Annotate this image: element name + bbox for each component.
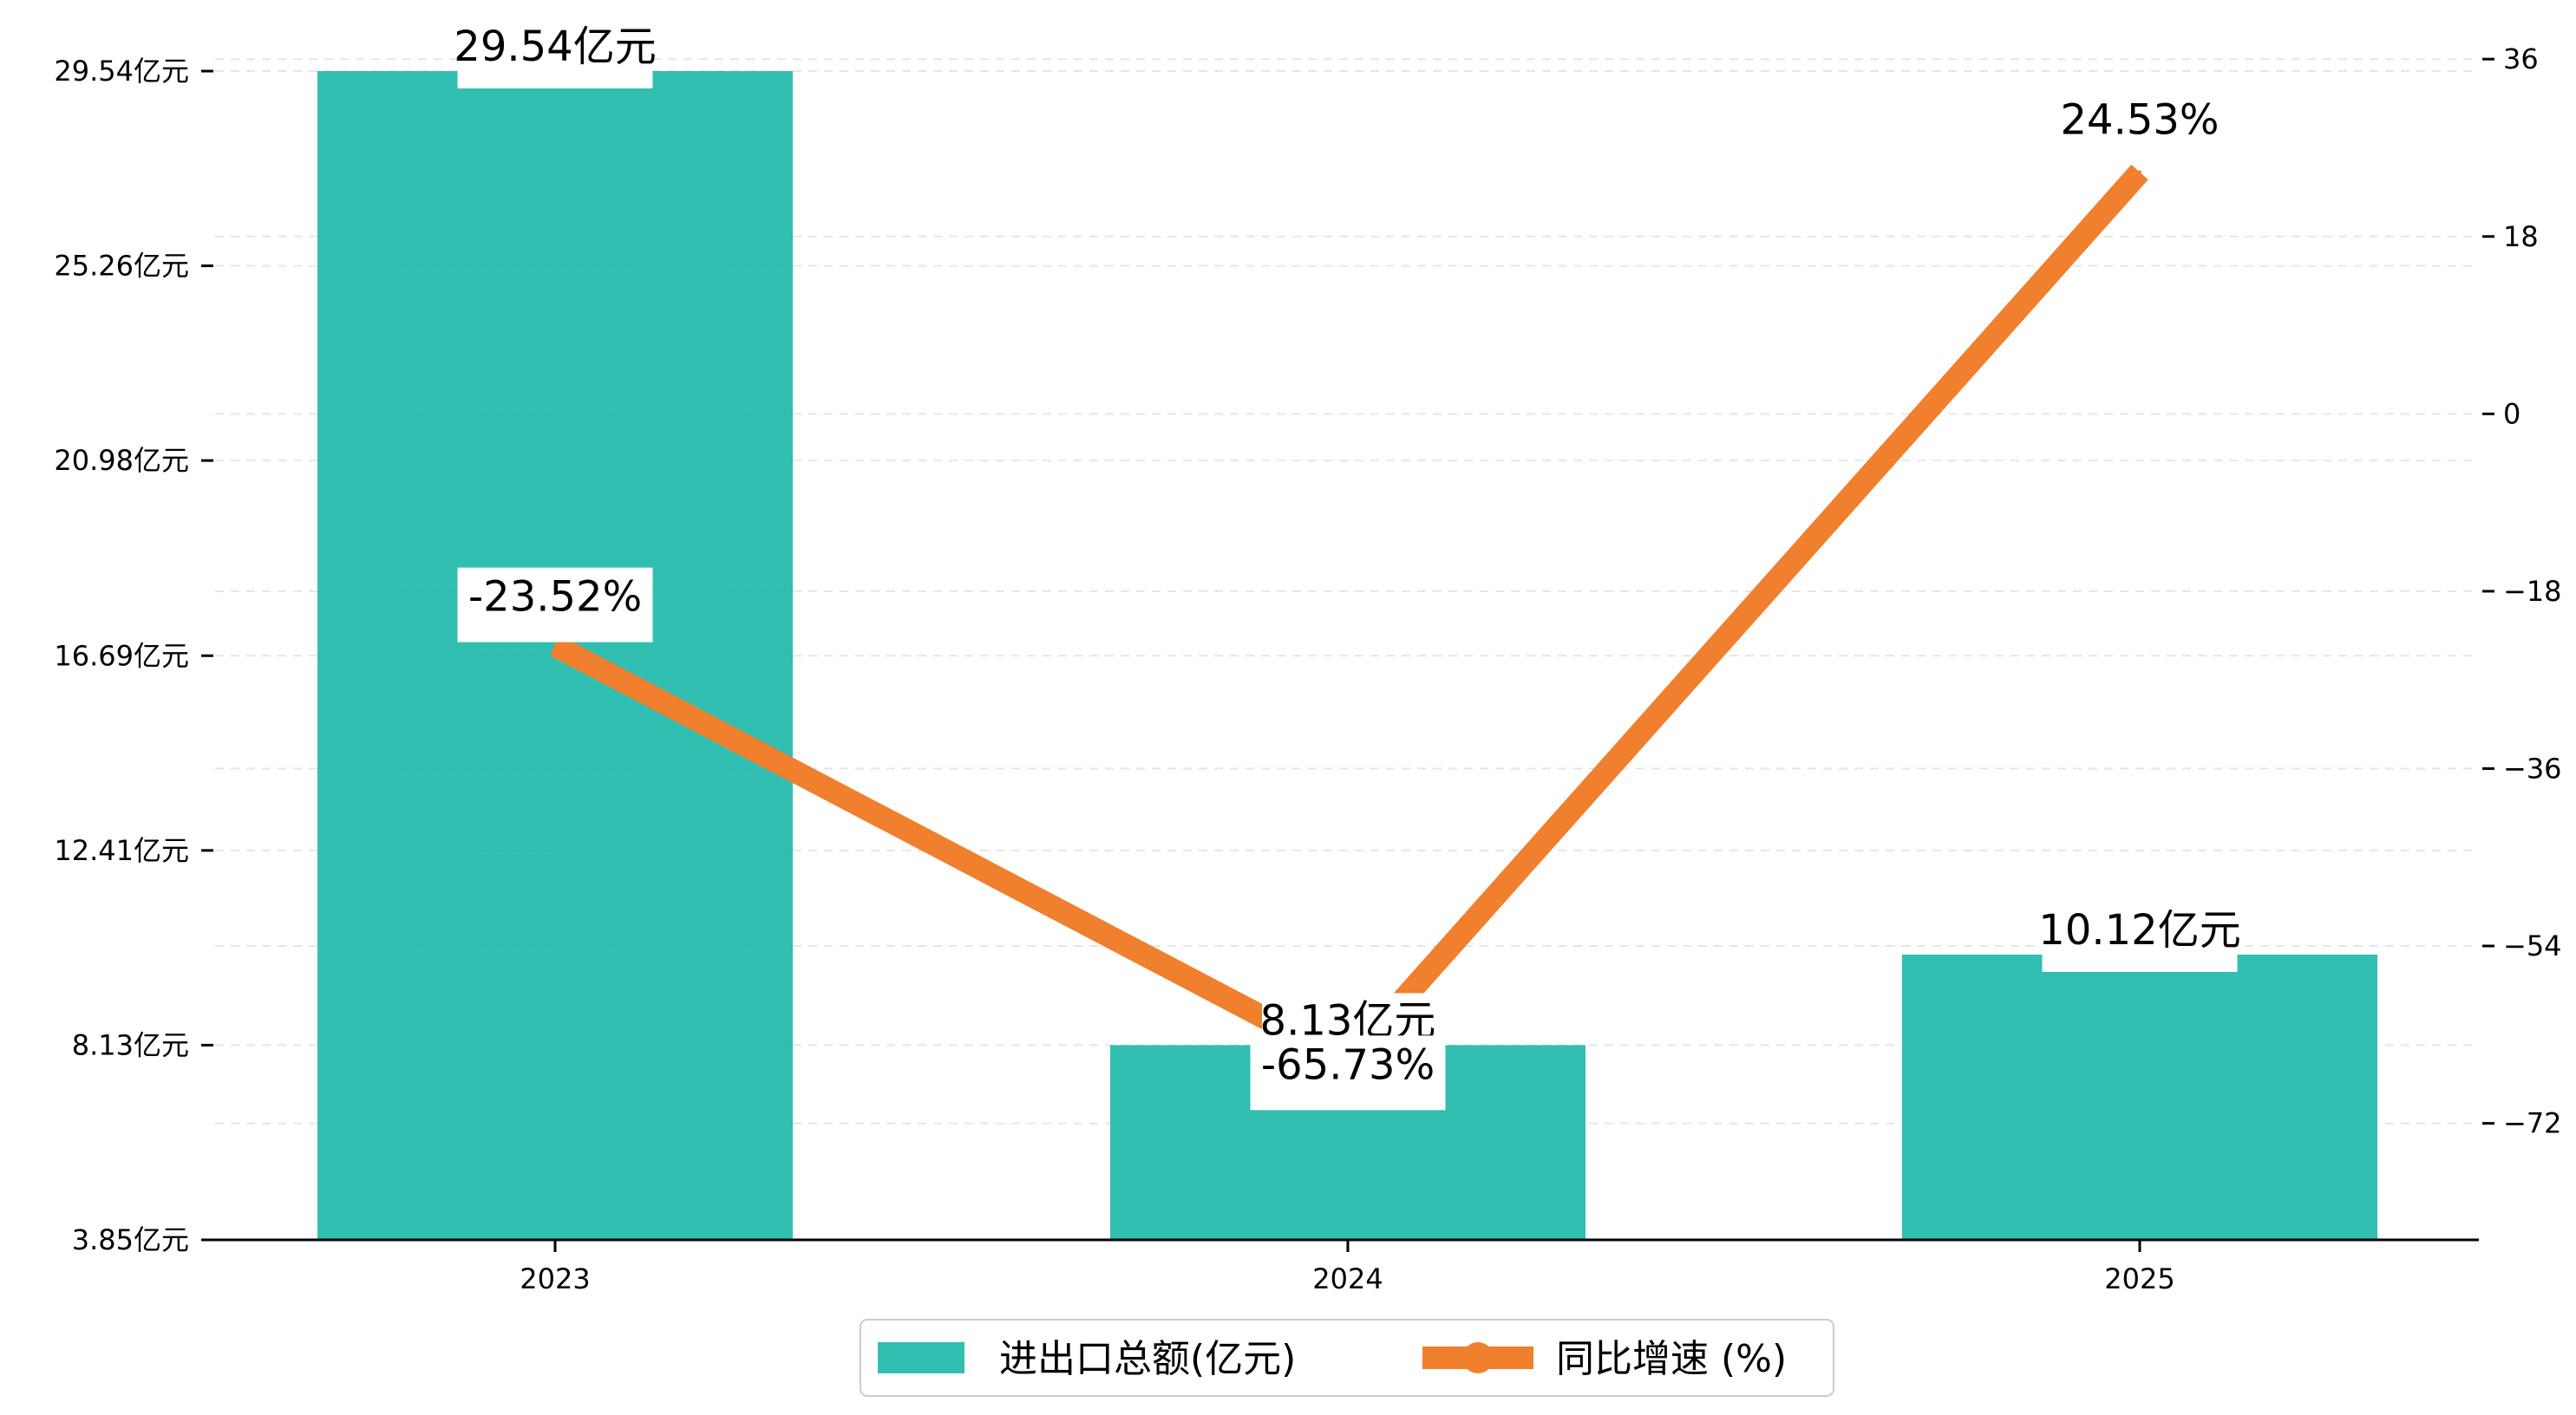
legend: 进出口总额(亿元) 同比增速 (%) — [860, 1319, 1834, 1397]
y-right-tick-label: −54 — [2503, 929, 2562, 962]
y-right-tick-label: 0 — [2503, 397, 2520, 430]
growth-line — [549, 164, 2148, 1073]
y-left-tick-label: 8.13亿元 — [72, 1028, 189, 1061]
growth-value-label-group: 24.53% — [2054, 90, 2226, 166]
y-right-tick-label: −72 — [2503, 1107, 2562, 1140]
growth-value-label-group: -23.52% — [457, 567, 653, 642]
x-tick-label: 2025 — [2104, 1262, 2174, 1295]
growth-value-label-bg — [1250, 1035, 1446, 1111]
y-left-tick-label: 29.54亿元 — [54, 55, 189, 88]
legend-label-bar: 进出口总额(亿元) — [999, 1337, 1296, 1381]
bar — [1902, 955, 2377, 1240]
growth-value-label: 24.53% — [2060, 96, 2219, 145]
y-right-tick-label: −18 — [2503, 575, 2562, 608]
bar-value-label-group: 10.12亿元 — [2038, 903, 2241, 973]
bar-value-label-group: 29.54亿元 — [454, 19, 657, 88]
bar-value-label-bg — [457, 19, 653, 88]
x-tick-label: 2023 — [520, 1262, 590, 1295]
y-left-tick-label: 20.98亿元 — [54, 444, 189, 477]
y-right-tick-label: 18 — [2503, 220, 2539, 253]
legend-box: 进出口总额(亿元) 同比增速 (%) — [860, 1319, 1834, 1397]
y-left-tick-label: 16.69亿元 — [54, 639, 189, 672]
legend-frame — [860, 1319, 1834, 1397]
growth-point — [2138, 170, 2141, 174]
growth-value-label: -23.52% — [468, 573, 642, 622]
bar-value-label-bg — [2042, 903, 2238, 973]
legend-swatch-bar — [878, 1342, 964, 1373]
growth-value-label-bg — [457, 567, 653, 642]
y-left-tick-label: 12.41亿元 — [54, 834, 189, 867]
legend-label-line: 同比增速 (%) — [1556, 1337, 1787, 1381]
y-right-tick-label: 36 — [2503, 42, 2539, 75]
y-left-tick-label: 3.85亿元 — [72, 1223, 189, 1256]
bar-value-label: 29.54亿元 — [454, 23, 656, 71]
growth-value-label-group: -65.73% — [1250, 1035, 1446, 1111]
y-left-tick-label: 25.26亿元 — [54, 250, 189, 283]
growth-value-label: -65.73% — [1261, 1040, 1435, 1089]
growth-value-label-bg — [2054, 90, 2226, 166]
legend-marker-line — [1462, 1342, 1494, 1373]
y-right-tick-label: −36 — [2503, 752, 2562, 785]
bar-value-label: 10.12亿元 — [2038, 906, 2240, 955]
growth-point — [553, 643, 557, 648]
x-tick-label: 2024 — [1312, 1262, 1383, 1295]
axes: 3.85亿元 8.13亿元 12.41亿元 16.69亿元 20.98亿元 25.26亿元… — [54, 42, 2561, 1295]
